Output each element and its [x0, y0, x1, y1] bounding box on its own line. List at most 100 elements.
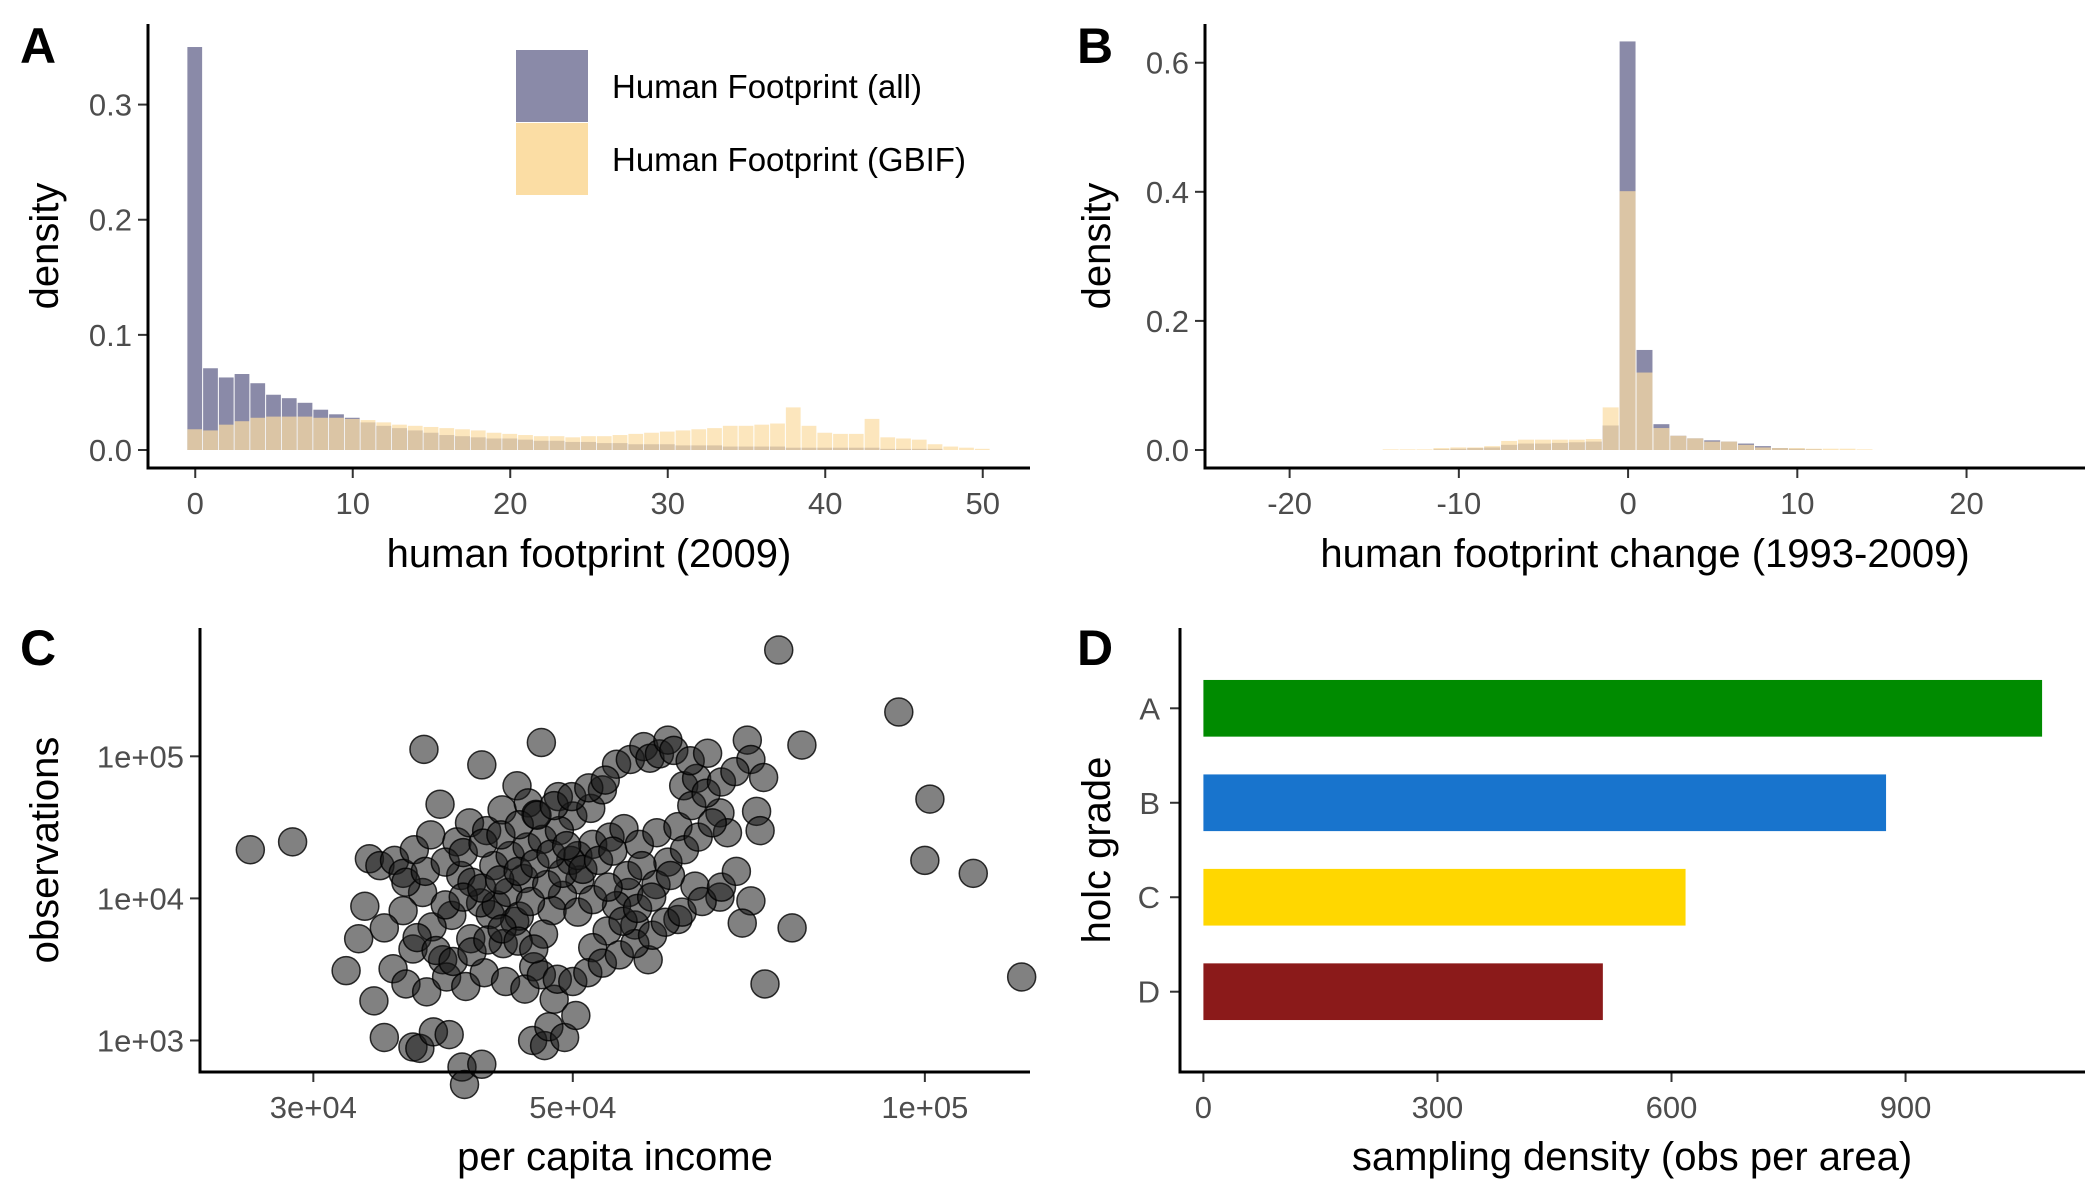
scatter-point [727, 908, 757, 938]
bar-gbif-6 [281, 416, 297, 450]
scatter-point [915, 784, 945, 814]
panel-c-scatter: C 1e+03 1e+04 1e+05 3e+04 5e+04 1e+05 per ca… [20, 620, 1037, 1179]
panel-a-x-ticks: 0 10 20 30 40 50 [187, 468, 1000, 521]
bar-grade-A [1203, 679, 2043, 737]
bar-gbif-3 [1670, 435, 1687, 450]
scatter-point [721, 856, 752, 887]
legend-swatch-all [516, 50, 588, 122]
y-tick-label: 0.2 [89, 203, 132, 238]
bar-gbif--14 [1382, 449, 1399, 450]
x-tick-label: -10 [1436, 486, 1481, 521]
bar-gbif-16 [439, 428, 455, 450]
bar-gbif-34 [722, 425, 738, 450]
scatter-point [692, 738, 723, 769]
x-tick-label: 10 [336, 486, 370, 521]
bar-gbif-18 [470, 430, 486, 450]
bar-gbif-40 [817, 432, 833, 450]
y-tick-label: 0.0 [1146, 433, 1189, 468]
bar-gbif--8 [1484, 446, 1501, 450]
bar-gbif-6 [1721, 441, 1738, 450]
y-tick-label: D [1138, 975, 1160, 1010]
bar-gbif-9 [1771, 448, 1788, 450]
legend-label-all: Human Footprint (all) [612, 68, 922, 105]
bar-gbif-12 [376, 422, 392, 450]
bar-gbif-36 [754, 424, 770, 450]
scatter-point [590, 765, 621, 795]
bar-gbif-14 [407, 425, 423, 450]
panel-b-y-ticks: 0.0 0.2 0.4 0.6 [1146, 46, 1205, 468]
bar-gbif-41 [833, 433, 848, 450]
panel-d-bar-chart: D A B C D 0 300 600 900 sampling density (obs … [1075, 620, 2085, 1179]
bar-gbif-35 [738, 425, 754, 450]
legend-label-gbif: Human Footprint (GBIF) [612, 141, 966, 178]
x-tick-label: 20 [493, 486, 527, 521]
scatter-point [235, 834, 266, 865]
y-tick-label: C [1138, 880, 1160, 915]
scatter-point [277, 827, 308, 857]
panel-a-x-axis-title: human footprint (2009) [387, 532, 792, 576]
scatter-point [1006, 962, 1037, 992]
panel-b-axes [1203, 24, 2085, 470]
bar-gbif-30 [659, 431, 675, 450]
bar-gbif-8 [313, 417, 329, 450]
x-tick-label: 10 [1780, 486, 1814, 521]
y-tick-label: A [1139, 691, 1160, 726]
x-tick-label: 0 [1195, 1090, 1212, 1125]
bar-gbif-23 [549, 436, 565, 450]
bar-gbif-48 [943, 446, 959, 450]
bar-gbif-15 [423, 426, 439, 450]
bar-gbif-43 [864, 418, 880, 450]
bar-gbif-39 [801, 425, 817, 450]
scatter-point [369, 913, 400, 943]
legend-swatch-gbif [516, 123, 588, 195]
panel-c-y-ticks: 1e+03 1e+04 1e+05 [97, 739, 200, 1058]
bar-grade-C [1203, 868, 1686, 926]
bar-gbif--12 [1416, 449, 1433, 450]
scatter-point [411, 977, 442, 1007]
panel-a-bars-gbif [187, 407, 990, 450]
bar-gbif-46 [911, 439, 927, 450]
x-tick-label: 900 [1880, 1090, 1932, 1125]
x-tick-label: -20 [1267, 486, 1312, 521]
bar-gbif-5 [1704, 441, 1721, 450]
bar-grade-D [1203, 963, 1603, 1021]
bar-gbif--1 [1602, 407, 1619, 450]
bar-gbif-33 [707, 428, 722, 450]
bar-gbif-13 [1839, 448, 1856, 450]
panel-c-x-axis-title: per capita income [457, 1135, 773, 1179]
bar-gbif-32 [691, 429, 707, 450]
panel-a-histogram: A 0.0 0.1 0.2 0.3 0 10 20 30 40 50 human footpri… [20, 18, 1030, 576]
bar-gbif-19 [486, 432, 502, 450]
x-tick-label: 50 [966, 486, 1000, 521]
panel-b-bars-gbif [1382, 191, 1873, 450]
x-tick-label: 40 [808, 486, 842, 521]
scatter-point [343, 923, 374, 954]
panel-d-x-ticks: 0 300 600 900 [1195, 1072, 1932, 1125]
bar-gbif-12 [1822, 448, 1839, 450]
scatter-point [331, 955, 361, 986]
scatter-point [449, 1069, 480, 1100]
bar-gbif-7 [1738, 444, 1754, 450]
bar-grade-B [1203, 774, 1887, 832]
bar-gbif-50 [974, 448, 990, 450]
panel-b-x-ticks: -20 -10 0 10 20 [1267, 468, 1984, 521]
bar-gbif-0 [187, 429, 203, 450]
scatter-point [409, 734, 439, 765]
bar-gbif-21 [518, 435, 533, 450]
legend: Human Footprint (all) Human Footprint (G… [516, 50, 966, 195]
bar-gbif--2 [1585, 439, 1602, 450]
bar-gbif-2 [1653, 428, 1670, 450]
scatter-point [777, 913, 807, 943]
scatter-point [745, 815, 775, 846]
x-tick-label: 20 [1949, 486, 1983, 521]
bar-gbif-4 [250, 417, 266, 450]
bar-gbif-1 [1636, 372, 1653, 450]
bar-gbif-42 [848, 433, 864, 450]
x-tick-label: 600 [1646, 1090, 1698, 1125]
scatter-point [593, 872, 623, 902]
y-tick-label: 0.6 [1146, 46, 1189, 81]
panel-c-letter: C [20, 620, 56, 676]
scatter-point [636, 882, 667, 912]
y-tick-label: 0.4 [1146, 175, 1189, 210]
scatter-point [787, 730, 817, 760]
